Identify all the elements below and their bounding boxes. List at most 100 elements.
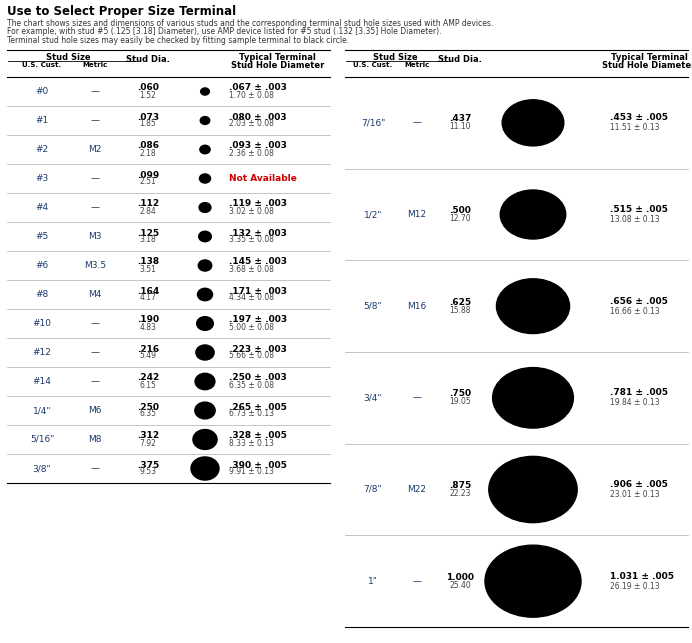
Text: #5: #5 <box>35 232 48 241</box>
Text: 1/2": 1/2" <box>364 210 382 219</box>
Ellipse shape <box>195 374 215 390</box>
Text: .625: .625 <box>449 298 471 307</box>
Text: 5/16": 5/16" <box>30 435 54 444</box>
Text: —: — <box>91 377 100 386</box>
Text: .223 ± .003: .223 ± .003 <box>229 345 287 354</box>
Text: .145 ± .003: .145 ± .003 <box>229 257 287 266</box>
Text: #10: #10 <box>33 319 51 328</box>
Text: Typical Terminal: Typical Terminal <box>239 53 316 62</box>
Text: 6.73 ± 0.13: 6.73 ± 0.13 <box>229 410 274 419</box>
Text: M4: M4 <box>89 290 102 299</box>
Text: 2.84: 2.84 <box>140 206 156 215</box>
Ellipse shape <box>191 457 219 480</box>
Text: 1": 1" <box>368 577 378 586</box>
Text: .073: .073 <box>137 113 159 122</box>
Ellipse shape <box>195 402 215 419</box>
Text: .099: .099 <box>137 170 159 179</box>
Text: 5.00 ± 0.08: 5.00 ± 0.08 <box>229 323 274 332</box>
Text: M22: M22 <box>408 485 426 494</box>
Text: 3/4": 3/4" <box>364 394 382 403</box>
Text: 19.05: 19.05 <box>449 397 471 406</box>
Text: 7/8": 7/8" <box>364 485 382 494</box>
Text: M3: M3 <box>89 232 102 241</box>
Text: #2: #2 <box>35 145 48 154</box>
Text: .086: .086 <box>137 141 159 150</box>
Text: 2.36 ± 0.08: 2.36 ± 0.08 <box>229 149 274 158</box>
Text: .375: .375 <box>137 460 159 469</box>
Text: 12.70: 12.70 <box>449 214 471 223</box>
Text: 6.35 ± 0.08: 6.35 ± 0.08 <box>229 381 274 390</box>
Text: —: — <box>91 348 100 357</box>
Ellipse shape <box>200 116 210 124</box>
Text: #4: #4 <box>35 203 48 212</box>
Text: 3.35 ± 0.08: 3.35 ± 0.08 <box>229 235 274 244</box>
Text: 7/16": 7/16" <box>361 118 385 127</box>
Text: #1: #1 <box>35 116 48 125</box>
Text: 9.53: 9.53 <box>140 467 156 476</box>
Text: .190: .190 <box>137 316 159 325</box>
Text: .067 ± .003: .067 ± .003 <box>229 84 287 93</box>
Text: M8: M8 <box>89 435 102 444</box>
Text: .250: .250 <box>137 403 159 412</box>
Text: 4.83: 4.83 <box>140 323 156 332</box>
Text: 3.02 ± 0.08: 3.02 ± 0.08 <box>229 206 274 215</box>
Text: .119 ± .003: .119 ± .003 <box>229 199 287 208</box>
Ellipse shape <box>502 100 564 146</box>
Text: 5/8": 5/8" <box>364 302 382 311</box>
Text: Stud Hole Diameter: Stud Hole Diameter <box>602 61 692 70</box>
Text: .125: .125 <box>137 228 159 237</box>
Text: .312: .312 <box>137 431 159 440</box>
Text: Metric: Metric <box>404 62 430 68</box>
Ellipse shape <box>496 279 570 334</box>
Text: 1.52: 1.52 <box>140 91 156 100</box>
Text: #12: #12 <box>33 348 51 357</box>
Text: .197 ± .003: .197 ± .003 <box>229 316 287 325</box>
Text: .164: .164 <box>137 287 159 296</box>
Ellipse shape <box>500 190 566 239</box>
Text: For example, with stud #5 (.125 [3.18] Diameter), use AMP device listed for #5 s: For example, with stud #5 (.125 [3.18] D… <box>7 28 441 37</box>
Text: —: — <box>412 577 421 586</box>
Text: 2.03 ± 0.08: 2.03 ± 0.08 <box>229 120 274 129</box>
Text: .112: .112 <box>137 199 159 208</box>
Text: .906 ± .005: .906 ± .005 <box>610 480 668 489</box>
Text: 22.23: 22.23 <box>449 489 471 498</box>
Text: #0: #0 <box>35 87 48 96</box>
Text: The chart shows sizes and dimensions of various studs and the corresponding term: The chart shows sizes and dimensions of … <box>7 19 493 28</box>
Text: 5.66 ± 0.08: 5.66 ± 0.08 <box>229 352 274 361</box>
Text: 3.68 ± 0.08: 3.68 ± 0.08 <box>229 264 274 273</box>
Text: 19.84 ± 0.13: 19.84 ± 0.13 <box>610 398 659 407</box>
Text: .750: .750 <box>449 389 471 398</box>
Text: .138: .138 <box>137 257 159 266</box>
Text: .093 ± .003: .093 ± .003 <box>229 141 287 150</box>
Text: Stud Size: Stud Size <box>373 53 417 62</box>
Text: —: — <box>412 394 421 403</box>
Text: M12: M12 <box>408 210 426 219</box>
Ellipse shape <box>201 88 210 95</box>
Text: Metric: Metric <box>82 62 108 68</box>
Text: .216: .216 <box>137 345 159 354</box>
Text: Typical Terminal: Typical Terminal <box>610 53 687 62</box>
Text: .656 ± .005: .656 ± .005 <box>610 296 668 305</box>
Text: .060: .060 <box>137 84 159 93</box>
Text: 6.15: 6.15 <box>140 381 156 390</box>
Text: .453 ± .005: .453 ± .005 <box>610 113 668 122</box>
Ellipse shape <box>197 288 212 301</box>
Text: 2.18: 2.18 <box>140 149 156 158</box>
Text: 9.91 ± 0.13: 9.91 ± 0.13 <box>229 467 274 476</box>
Text: M6: M6 <box>89 406 102 415</box>
Text: 8.33 ± 0.13: 8.33 ± 0.13 <box>229 439 274 448</box>
Text: #6: #6 <box>35 261 48 270</box>
Text: .265 ± .005: .265 ± .005 <box>229 403 287 412</box>
Text: U.S. Cust.: U.S. Cust. <box>354 62 392 68</box>
Text: Stud Size: Stud Size <box>46 53 91 62</box>
Text: Terminal stud hole sizes may easily be checked by fitting sample terminal to bla: Terminal stud hole sizes may easily be c… <box>7 36 349 45</box>
Text: M3.5: M3.5 <box>84 261 106 270</box>
Text: .171 ± .003: .171 ± .003 <box>229 287 287 296</box>
Text: 6.35: 6.35 <box>140 410 156 419</box>
Text: #14: #14 <box>33 377 51 386</box>
Text: 13.08 ± 0.13: 13.08 ± 0.13 <box>610 215 659 224</box>
Ellipse shape <box>199 231 211 242</box>
Text: 11.10: 11.10 <box>449 122 471 131</box>
Text: —: — <box>91 319 100 328</box>
Text: 3.18: 3.18 <box>140 235 156 244</box>
